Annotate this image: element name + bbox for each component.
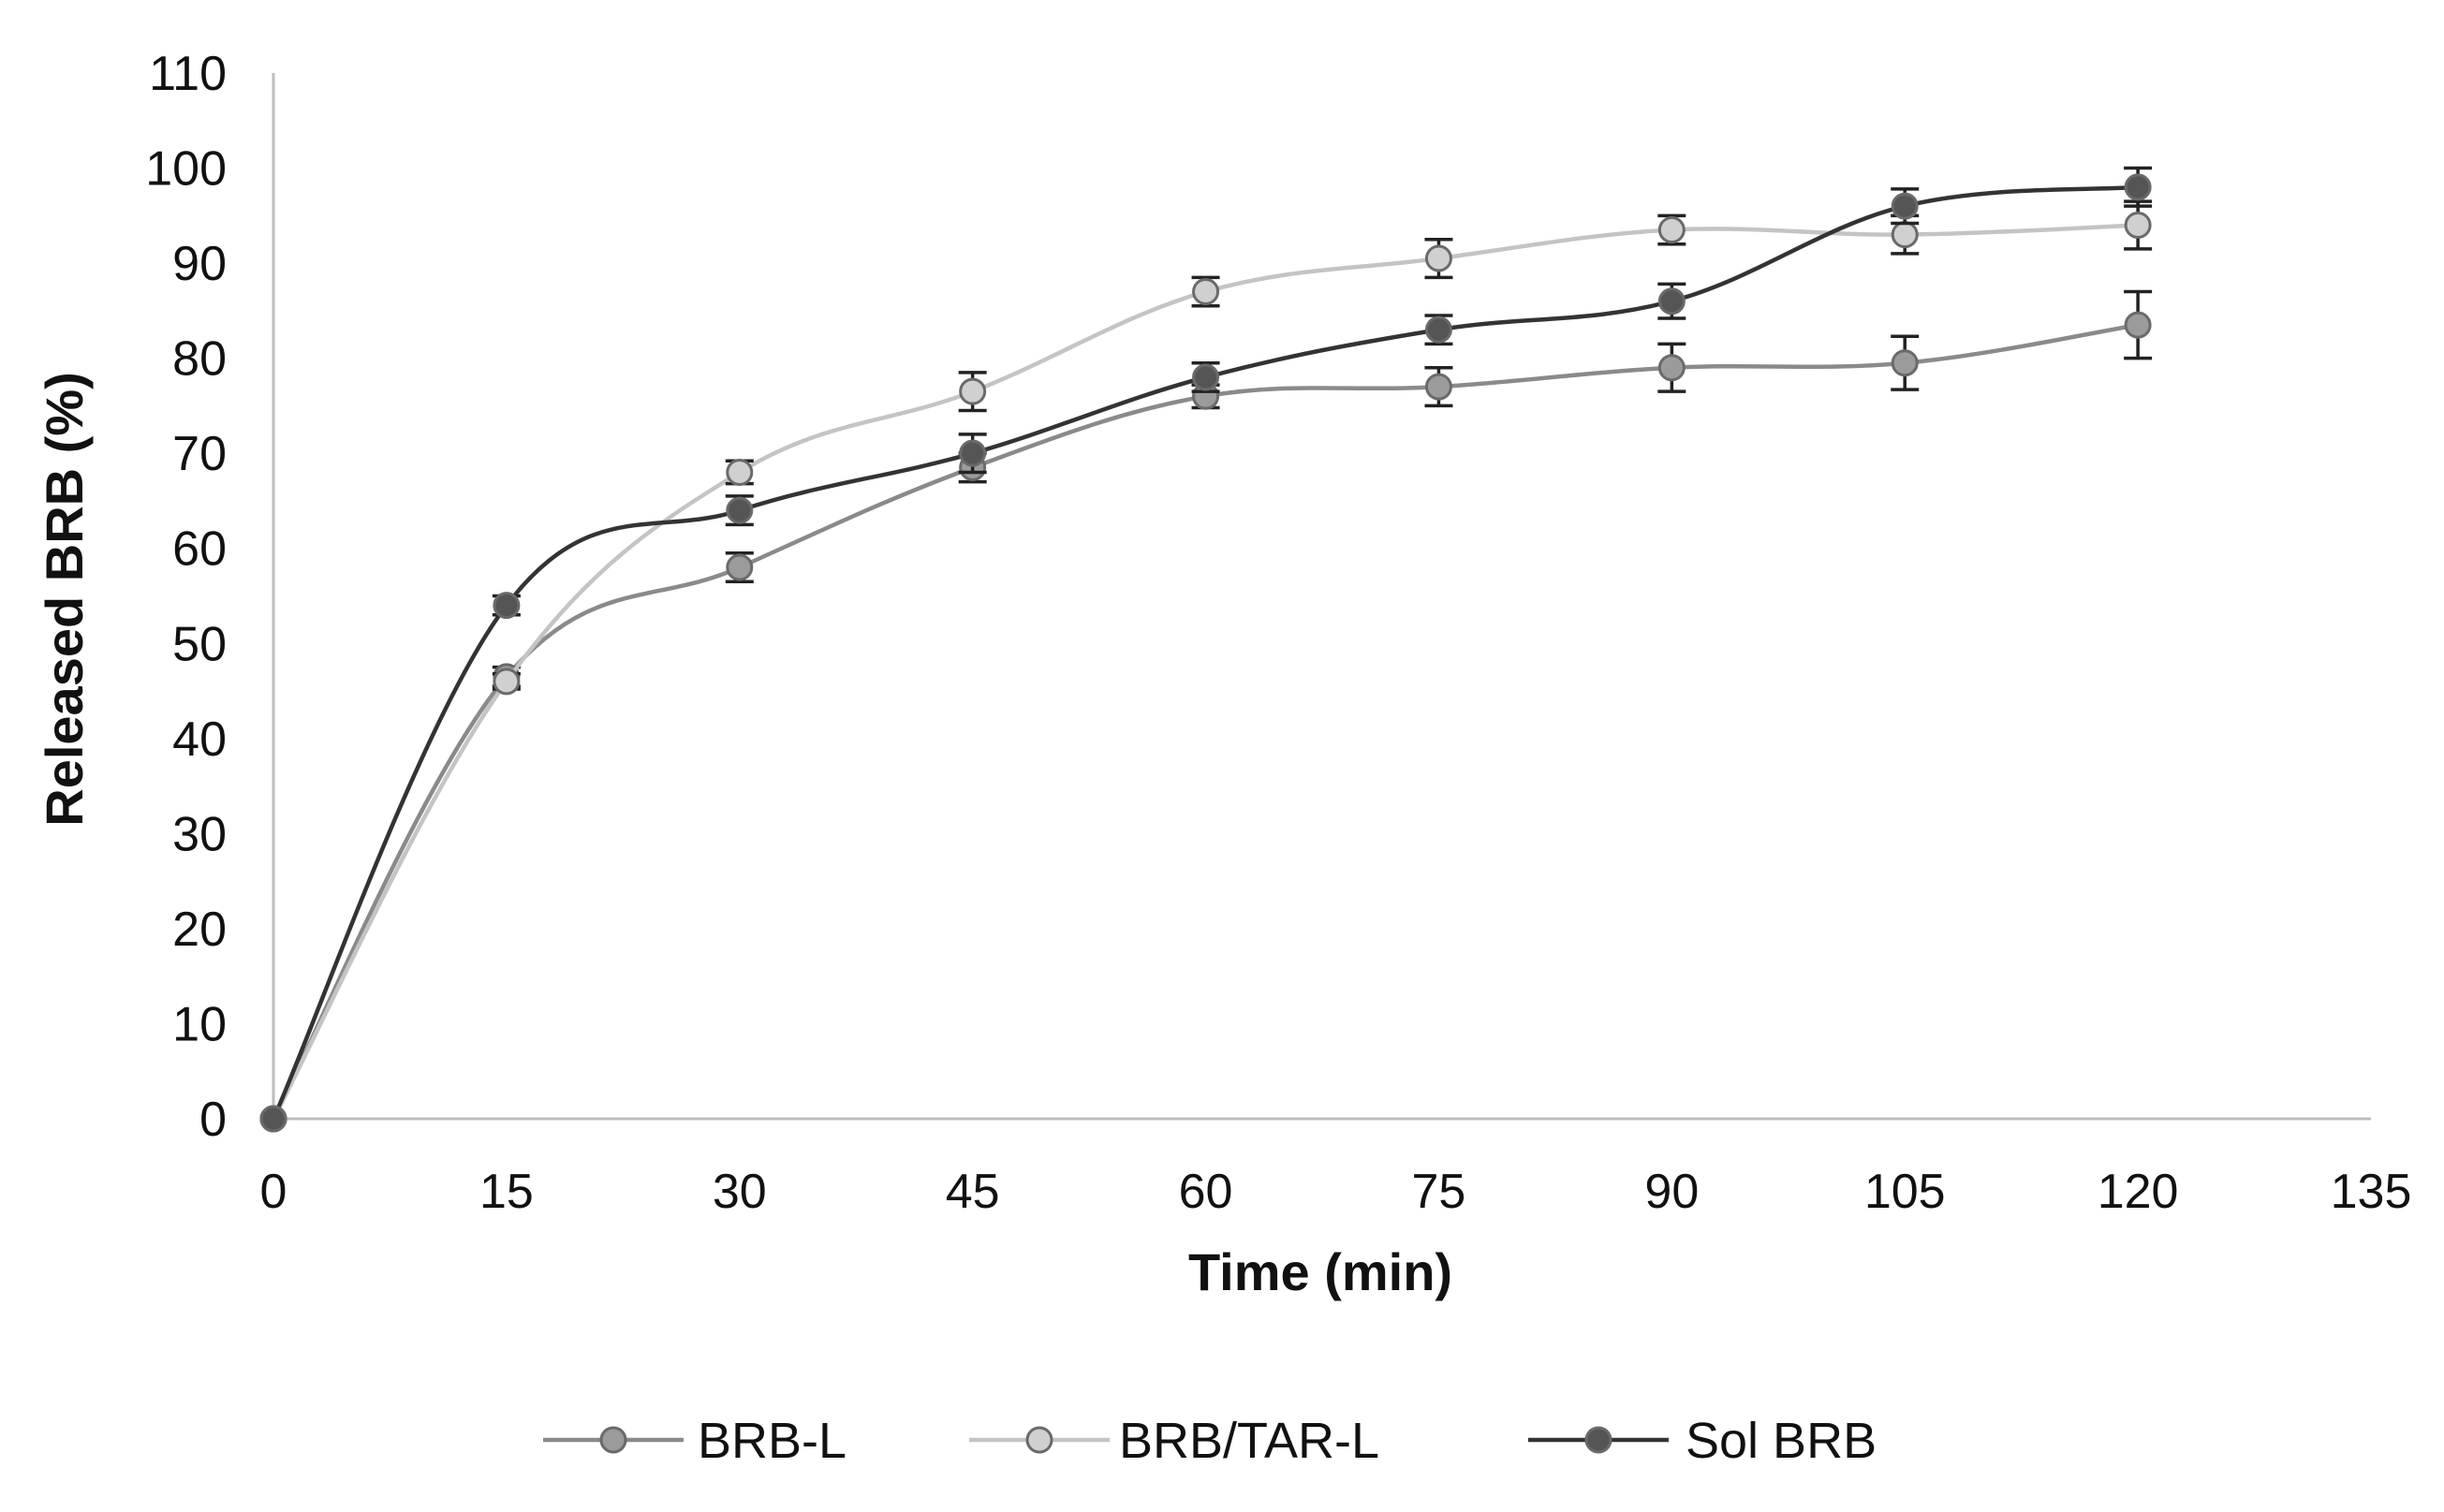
x-tick-label: 135: [2331, 1165, 2412, 1219]
data-point: [726, 496, 754, 524]
series-brb-tar-l: [259, 199, 2153, 1133]
data-point: [1424, 373, 1452, 401]
y-tick-label: 20: [172, 903, 227, 957]
y-tick-label: 70: [172, 427, 227, 481]
data-point: [2124, 211, 2152, 239]
y-tick-label: 50: [172, 617, 227, 671]
legend-marker: [1025, 1426, 1053, 1454]
legend-item-brb-l: BRB-L: [543, 1413, 847, 1469]
data-point: [2124, 311, 2152, 339]
x-tick-label: 15: [479, 1165, 534, 1219]
data-point: [1657, 354, 1686, 382]
y-tick-label: 100: [145, 142, 227, 197]
data-point: [1891, 192, 1919, 220]
series-brb-l: [259, 289, 2153, 1133]
legend: BRB-L BRB/TAR-L Sol BRB: [543, 1413, 1877, 1469]
y-tick-label: 10: [172, 997, 227, 1051]
legend-label: BRB/TAR-L: [1119, 1413, 1379, 1469]
x-axis-title: Time (min): [1188, 1242, 1452, 1301]
data-point: [959, 377, 987, 405]
y-axis-title: Released BRB (%): [35, 372, 94, 826]
data-point: [1192, 278, 1220, 306]
y-tick-label: 80: [172, 332, 227, 387]
data-point: [1657, 287, 1686, 316]
y-tick-label: 0: [199, 1093, 227, 1147]
data-point: [1424, 316, 1452, 344]
series-line-brb-tar-l: [272, 223, 2139, 1121]
series-sol-brb: [259, 166, 2153, 1133]
data-point: [726, 553, 754, 581]
data-point: [1657, 216, 1686, 244]
legend-marker: [599, 1426, 627, 1454]
data-point: [1891, 221, 1919, 249]
x-tick-label: 30: [713, 1165, 767, 1219]
x-tick-label: 105: [1864, 1165, 1946, 1219]
legend-item-brb-tar-l: BRB/TAR-L: [969, 1413, 1379, 1469]
data-point: [959, 439, 987, 467]
x-tick-label: 120: [2098, 1165, 2179, 1219]
data-point: [259, 1105, 287, 1133]
y-tick-label: 90: [172, 237, 227, 291]
y-tick-label: 110: [149, 47, 227, 101]
axes: 0 10 20 30 40 50 60 70 80 90 100 110 0 15 30 45 60 75 90 10…: [145, 47, 2411, 1219]
y-tick-label: 60: [172, 522, 227, 577]
x-tick-label: 0: [260, 1165, 287, 1219]
series-line-sol-brb: [271, 184, 2139, 1120]
data-point: [1891, 349, 1919, 377]
y-tick-label: 40: [172, 712, 227, 767]
x-tick-label: 75: [1412, 1165, 1466, 1219]
x-tick-label: 60: [1179, 1165, 1233, 1219]
x-tick-label: 45: [946, 1165, 1000, 1219]
data-point: [2124, 173, 2152, 201]
series-line-brb-l: [272, 322, 2139, 1121]
data-point: [493, 668, 521, 696]
data-point: [1424, 244, 1452, 272]
x-tick-label: 90: [1644, 1165, 1699, 1219]
data-point: [1192, 363, 1220, 391]
series-layer: [259, 166, 2153, 1133]
data-point: [493, 592, 521, 620]
legend-item-sol-brb: Sol BRB: [1528, 1413, 1877, 1469]
y-tick-label: 30: [172, 807, 227, 861]
legend-label: BRB-L: [698, 1413, 847, 1469]
data-point: [726, 458, 754, 486]
legend-label: Sol BRB: [1686, 1413, 1877, 1469]
legend-marker: [1584, 1426, 1612, 1454]
